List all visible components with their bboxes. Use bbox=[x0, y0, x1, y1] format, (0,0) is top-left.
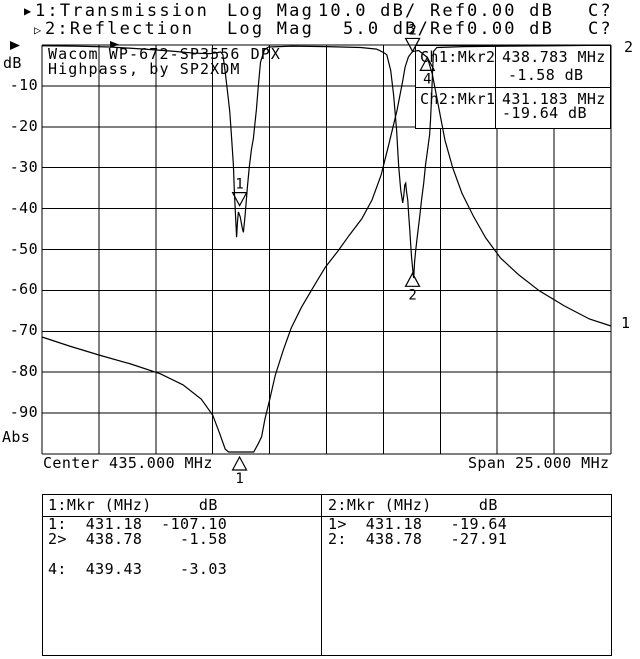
y-tick-label: -40 bbox=[9, 198, 38, 217]
measurement-title-line2: Highpass, by SP2XDM bbox=[48, 60, 241, 78]
info-ch1-marker-level: -1.58 dB bbox=[508, 66, 584, 84]
marker-2-ch2-label: 2 bbox=[408, 287, 416, 303]
marker-table-left-header: 1:Mkr (MHz) dB bbox=[48, 496, 218, 514]
marker-table-row: 4: 439.43 -3.03 bbox=[48, 560, 228, 578]
marker-1-ch1-label: 1 bbox=[235, 471, 243, 487]
ch2-trace-name: 2:Reflection bbox=[45, 19, 195, 39]
ch1-active-icon: ▶ bbox=[24, 4, 32, 18]
marker-table: 1:Mkr (MHz) dB 2:Mkr (MHz) dB 1: 431.18 … bbox=[42, 494, 612, 656]
y-tick-label: -60 bbox=[9, 280, 38, 299]
ch1-scale: 10.0 dB/ bbox=[318, 1, 418, 21]
ch2-scale: 5.0 dB/ bbox=[343, 19, 431, 39]
marker-table-right-header: 2:Mkr (MHz) dB bbox=[328, 496, 498, 514]
ch1-cal-status: C? bbox=[588, 1, 613, 21]
y-tick-label: -90 bbox=[9, 403, 38, 422]
ch2-active-icon: ▷ bbox=[34, 23, 42, 37]
y-tick-label: -70 bbox=[9, 321, 38, 340]
marker-table-row: 2: 438.78 -27.91 bbox=[328, 530, 508, 548]
y-tick-label: -30 bbox=[9, 157, 38, 176]
ch2-cal-status: C? bbox=[588, 19, 613, 39]
y-axis-abs-label: Abs bbox=[2, 428, 31, 446]
marker-table-divider bbox=[321, 495, 322, 655]
span-label: Span 25.000 MHz bbox=[468, 454, 610, 472]
trace2-end-label: 2 bbox=[624, 38, 634, 56]
info-box-row-divider bbox=[416, 87, 610, 88]
ch1-trace-name: 1:Transmission bbox=[35, 1, 210, 21]
y-tick-label: -80 bbox=[9, 362, 38, 381]
marker-1-ch2-icon bbox=[231, 192, 248, 207]
y-axis-unit-label: dB bbox=[3, 54, 22, 72]
marker-readout-box: Ch1:Mkr2 438.783 MHz -1.58 dB Ch2:Mkr1 4… bbox=[415, 45, 611, 129]
info-ch1-marker-label: Ch1:Mkr2 bbox=[420, 48, 496, 66]
marker-table-row: 1> 431.18 -19.64 bbox=[328, 515, 508, 533]
info-ch2-marker-level: -19.64 dB bbox=[502, 104, 587, 122]
trace1-end-label: 1 bbox=[621, 314, 631, 332]
ch1-ref-label: Ref bbox=[430, 1, 468, 21]
ref-level-arrow-icon bbox=[10, 41, 20, 50]
ch2-format: Log Mag bbox=[227, 19, 315, 39]
ch2-ref-label: Ref bbox=[430, 19, 468, 39]
ch1-format: Log Mag bbox=[227, 1, 315, 21]
ch2-ref-value: 0.00 dB bbox=[467, 19, 555, 39]
marker-table-row: 1: 431.18 -107.10 bbox=[48, 515, 228, 533]
info-ch2-marker-label: Ch2:Mkr1 bbox=[420, 90, 496, 108]
marker-1-ch1-icon bbox=[231, 455, 248, 471]
marker-2-ch2-icon bbox=[404, 272, 421, 287]
center-frequency-label: Center 435.000 MHz bbox=[43, 454, 213, 472]
marker-1-ch2-label: 1 bbox=[235, 177, 243, 193]
marker-table-header-rule bbox=[43, 516, 611, 517]
y-tick-label: -20 bbox=[9, 116, 38, 135]
y-tick-label: -10 bbox=[9, 75, 38, 94]
y-tick-label: -50 bbox=[9, 239, 38, 258]
marker-table-row: 2> 438.78 -1.58 bbox=[48, 530, 228, 548]
ch1-ref-value: 0.00 dB bbox=[467, 1, 555, 21]
info-ch1-marker-freq: 438.783 MHz bbox=[502, 48, 606, 66]
